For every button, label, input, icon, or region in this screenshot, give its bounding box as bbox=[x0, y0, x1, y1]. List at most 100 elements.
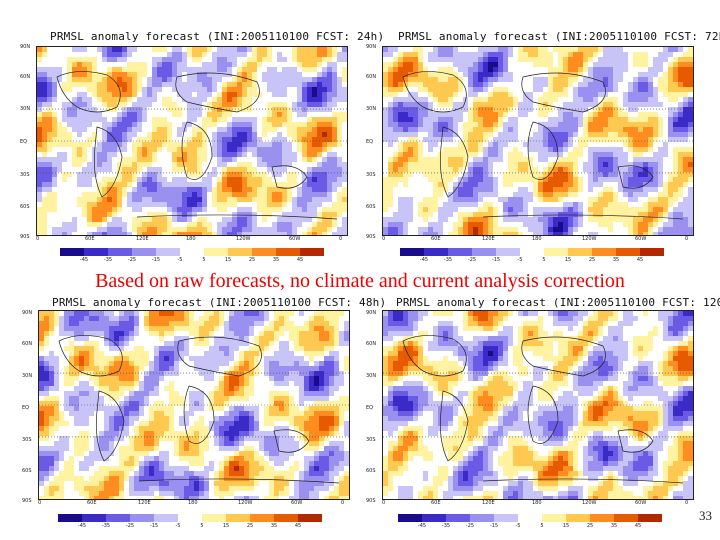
colorbar-tick-label: 25 bbox=[248, 257, 256, 263]
anomaly-field bbox=[383, 47, 693, 235]
panel-title: PRMSL anomaly forecast (INI:2005110100 F… bbox=[50, 30, 385, 43]
coastline bbox=[56, 71, 121, 113]
colorbar-swatch bbox=[472, 248, 496, 256]
coastline bbox=[58, 335, 123, 377]
colorbar-tick-label: 15 bbox=[224, 257, 232, 263]
colorbar-swatch bbox=[298, 514, 322, 522]
colorbar-swatch bbox=[178, 514, 202, 522]
colorbar-tick-label: 45 bbox=[636, 257, 644, 263]
anomaly-field bbox=[39, 311, 349, 499]
anomaly-map bbox=[382, 46, 694, 236]
coastline bbox=[527, 385, 559, 444]
coastline bbox=[482, 214, 684, 220]
colorbar-tick-label: -15 bbox=[489, 523, 499, 529]
colorbar-tick-label: -35 bbox=[101, 523, 111, 529]
coastline bbox=[521, 336, 606, 377]
colorbar-swatch bbox=[616, 248, 640, 256]
colorbar-tick-label: -15 bbox=[491, 257, 501, 263]
panel-title: PRMSL anomaly forecast (INI:2005110100 F… bbox=[398, 30, 720, 43]
colorbar-swatch bbox=[180, 248, 204, 256]
colorbar-tick-label: -35 bbox=[441, 523, 451, 529]
colorbar-swatch bbox=[398, 514, 422, 522]
colorbar-tick-label: 35 bbox=[610, 523, 618, 529]
colorbar-tick-label: -45 bbox=[417, 523, 427, 529]
anomaly-map bbox=[382, 310, 694, 500]
colorbar-swatch bbox=[544, 248, 568, 256]
anomaly-map bbox=[36, 46, 348, 236]
colorbar-tick-label: 25 bbox=[586, 523, 594, 529]
colorbar-tick-label: -25 bbox=[127, 257, 137, 263]
colorbar-swatch bbox=[614, 514, 638, 522]
colorbar-swatch bbox=[518, 514, 542, 522]
coastline bbox=[177, 336, 262, 377]
coastline bbox=[136, 214, 338, 220]
colorbar-swatch bbox=[132, 248, 156, 256]
colorbar-swatch bbox=[424, 248, 448, 256]
colorbar-tick-label: 45 bbox=[296, 257, 304, 263]
coastline bbox=[183, 385, 215, 444]
colorbar-tick-label: 25 bbox=[588, 257, 596, 263]
coastline bbox=[439, 126, 469, 198]
colorbar-swatch bbox=[106, 514, 130, 522]
colorbar-tick-label: -25 bbox=[125, 523, 135, 529]
colorbar-swatch bbox=[638, 514, 662, 522]
colorbar-tick-label: 35 bbox=[272, 257, 280, 263]
colorbar-swatch bbox=[542, 514, 566, 522]
panel-title: PRMSL anomaly forecast (INI:2005110100 F… bbox=[52, 296, 387, 309]
colorbar-tick-label: 15 bbox=[564, 257, 572, 263]
colorbar-tick-label: 15 bbox=[222, 523, 230, 529]
colorbar-swatch bbox=[156, 248, 180, 256]
colorbar-swatch bbox=[82, 514, 106, 522]
caption: Based on raw forecasts, no climate and c… bbox=[95, 270, 625, 292]
colorbar bbox=[60, 248, 324, 256]
colorbar-tick-label: 45 bbox=[634, 523, 642, 529]
coastline bbox=[175, 72, 260, 113]
colorbar-tick-label: -45 bbox=[77, 523, 87, 529]
colorbar-swatch bbox=[58, 514, 82, 522]
colorbar-tick-label: -5 bbox=[517, 257, 523, 263]
colorbar-swatch bbox=[84, 248, 108, 256]
colorbar-swatch bbox=[568, 248, 592, 256]
colorbar-tick-label: -5 bbox=[515, 523, 521, 529]
colorbar-tick-label: -35 bbox=[103, 257, 113, 263]
colorbar-swatch bbox=[400, 248, 424, 256]
colorbar-swatch bbox=[202, 514, 226, 522]
colorbar bbox=[398, 514, 662, 522]
colorbar-swatch bbox=[300, 248, 324, 256]
colorbar-swatch bbox=[250, 514, 274, 522]
colorbar-swatch bbox=[520, 248, 544, 256]
coastline bbox=[95, 390, 125, 462]
colorbar-tick-label: 35 bbox=[612, 257, 620, 263]
colorbar-tick-label: 25 bbox=[246, 523, 254, 529]
colorbar-swatch bbox=[640, 248, 664, 256]
colorbar-swatch bbox=[228, 248, 252, 256]
colorbar-swatch bbox=[60, 248, 84, 256]
colorbar-tick-label: 45 bbox=[294, 523, 302, 529]
colorbar-tick-label: 5 bbox=[200, 523, 204, 529]
coastline bbox=[93, 126, 123, 198]
colorbar-swatch bbox=[592, 248, 616, 256]
colorbar-swatch bbox=[470, 514, 494, 522]
coastline bbox=[527, 121, 559, 180]
colorbar-swatch bbox=[496, 248, 520, 256]
colorbar-swatch bbox=[204, 248, 228, 256]
colorbar-swatch bbox=[590, 514, 614, 522]
coastline bbox=[181, 121, 213, 180]
colorbar-swatch bbox=[448, 248, 472, 256]
colorbar-tick-label: -5 bbox=[177, 257, 183, 263]
colorbar-tick-label: 15 bbox=[562, 523, 570, 529]
coastline bbox=[482, 478, 684, 484]
coastline bbox=[138, 478, 340, 484]
coastline bbox=[617, 429, 654, 453]
colorbar-tick-label: 5 bbox=[540, 523, 544, 529]
colorbar bbox=[58, 514, 322, 522]
coastline bbox=[439, 390, 469, 462]
coastline bbox=[273, 429, 310, 453]
anomaly-map bbox=[38, 310, 350, 500]
page-number: 33 bbox=[699, 508, 712, 523]
colorbar-tick-label: -25 bbox=[467, 257, 477, 263]
colorbar-swatch bbox=[566, 514, 590, 522]
colorbar-tick-label: -45 bbox=[419, 257, 429, 263]
colorbar-swatch bbox=[274, 514, 298, 522]
coastline bbox=[402, 71, 467, 113]
